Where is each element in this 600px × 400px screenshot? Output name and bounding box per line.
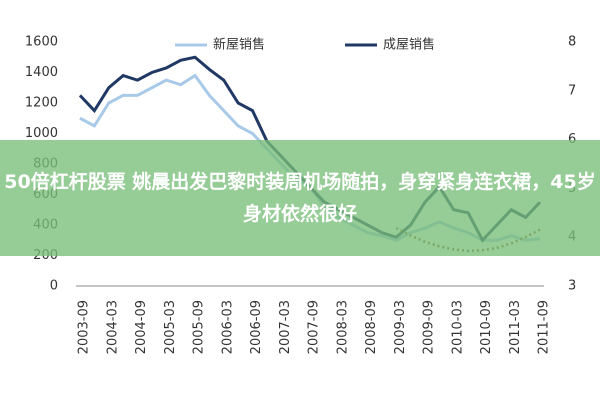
x-tick-label: 2007-03 [278,300,293,354]
y-tick-label: 1400 [25,65,58,80]
y-tick-label: 1200 [25,96,58,111]
x-tick-label: 2010-03 [450,300,465,354]
y-tick-label: 1000 [25,126,58,141]
banner[interactable]: 50倍杠杆股票 姚晨出发巴黎时装周机场随拍，身穿紧身连衣裙，45岁身材依然很好 [0,140,600,256]
x-tick-label: 2007-09 [307,300,322,354]
x-tick-label: 2009-03 [393,300,408,354]
x-tick-label: 2011-09 [537,300,552,354]
x-tick-label: 2006-09 [249,300,264,354]
y2-tick-label: 6 [568,132,576,147]
x-tick-label: 2005-03 [163,300,178,354]
x-tick-label: 2006-03 [220,300,235,354]
y2-tick-label: 7 [568,83,576,98]
x-tick-label: 2011-03 [508,300,523,354]
x-tick-label: 2009-09 [422,300,437,354]
x-tick-label: 2004-03 [105,300,120,354]
x-tick-label: 2008-03 [335,300,350,354]
x-tick-label: 2008-09 [364,300,379,354]
x-tick-label: 2004-09 [134,300,149,354]
y-tick-label: 1600 [25,35,58,50]
y2-tick-label: 8 [568,35,576,50]
legend-label: 新屋销售 [213,37,265,53]
legend-label: 成屋销售 [383,37,435,53]
x-tick-label: 2010-09 [479,300,494,354]
y2-tick-label: 3 [568,279,576,294]
x-tick-label: 2005-09 [192,300,207,354]
x-tick-label: 2003-09 [77,300,92,354]
y-tick-label: 0 [50,279,58,294]
